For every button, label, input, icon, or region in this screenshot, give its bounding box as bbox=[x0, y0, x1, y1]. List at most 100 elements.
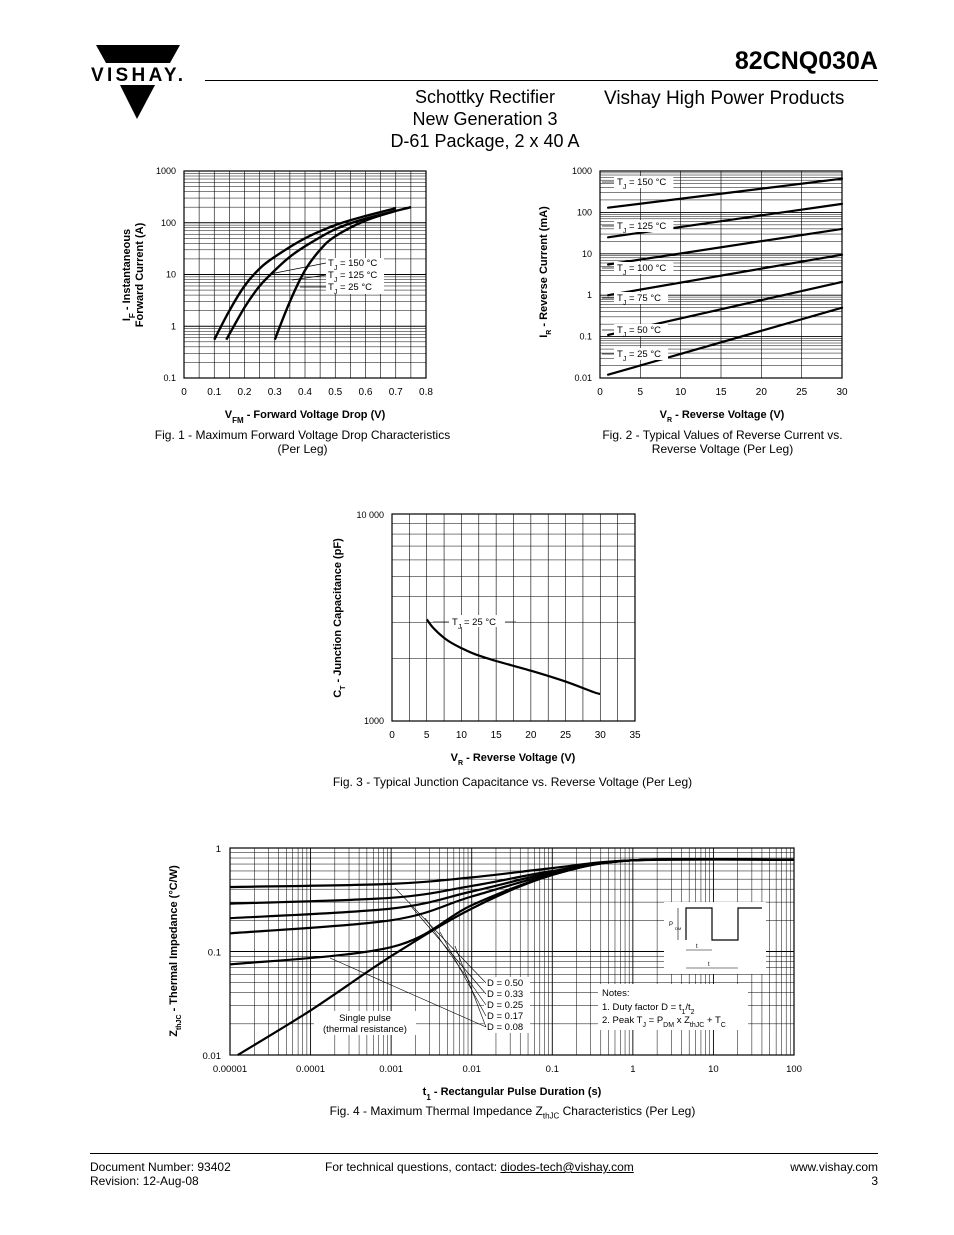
plot-frame bbox=[599, 170, 843, 379]
footer-contact: For technical questions, contact: diodes… bbox=[325, 1160, 634, 1174]
fig4-xlabel: t1 - Rectangular Pulse Duration (s) bbox=[423, 1086, 602, 1102]
fig1-xtick: 0.4 bbox=[298, 387, 312, 398]
fig1-caption-line-1: Fig. 1 - Maximum Forward Voltage Drop Ch… bbox=[154, 428, 451, 442]
fig2-label: TJ = 125 °C bbox=[617, 221, 666, 235]
fig2-label-bg bbox=[614, 348, 668, 360]
fig2-xtick: 5 bbox=[638, 387, 644, 398]
fig2-xlabel: VR - Reverse Voltage (V) bbox=[660, 409, 785, 424]
fig4-xtick: 0.001 bbox=[379, 1064, 403, 1075]
fig4-inset-pdm: P bbox=[669, 922, 673, 928]
vishay-logo: VISHAY. bbox=[90, 45, 185, 121]
fig4-ytick: 0.1 bbox=[208, 948, 221, 959]
fig1-xtick: 0.7 bbox=[389, 387, 403, 398]
fig4-ylabel-group: ZthJC - Thermal Impedance (°C/W) bbox=[168, 865, 183, 1037]
fig1-curve-0 bbox=[213, 207, 397, 341]
fig1-legend-label: TJ = 150 °C bbox=[328, 258, 377, 272]
fig2-ytick: 0.01 bbox=[574, 373, 592, 383]
fig2-ytick: 100 bbox=[577, 207, 592, 217]
fig2-xtick: 0 bbox=[597, 387, 603, 398]
fig4-xtick: 0.0001 bbox=[296, 1064, 325, 1075]
fig4-pulse-waveform bbox=[685, 907, 762, 941]
fig4-caption: Fig. 4 - Maximum Thermal Impedance ZthJC… bbox=[329, 1104, 696, 1121]
fig2-line-3 bbox=[607, 253, 844, 297]
fig2-ytick: 10 bbox=[582, 249, 592, 259]
revision: Revision: 12-Aug-08 bbox=[90, 1174, 199, 1188]
header-rule bbox=[205, 80, 878, 81]
fig4-single-pulse-2: (thermal resistance) bbox=[323, 1024, 407, 1035]
footer-rule bbox=[90, 1153, 878, 1154]
fig4-duty-label: D = 0.50 bbox=[487, 978, 523, 989]
fig2-caption-line-2: Reverse Voltage (Per Leg) bbox=[651, 442, 794, 456]
fig3-xtick: 35 bbox=[629, 730, 641, 741]
fig4-duty-bg bbox=[484, 977, 530, 1033]
fig1-legend-label: TJ = 25 °C bbox=[328, 282, 372, 296]
fig2-xtick: 10 bbox=[675, 387, 687, 398]
fig4-notes-bg bbox=[598, 984, 748, 1030]
fig4-duty-label: D = 0.17 bbox=[487, 1011, 523, 1022]
fig2-xtick: 15 bbox=[715, 387, 727, 398]
fig4-chart: 0.00001 0.0001 0.001 0.01 0.1 1 10 100 0.01 0.1 1 D… bbox=[168, 844, 802, 1102]
footer-right: www.vishay.com 3 bbox=[790, 1160, 878, 1188]
fig4-inset-t1: t bbox=[696, 944, 698, 950]
fig3-caption: Fig. 3 - Typical Junction Capacitance vs… bbox=[332, 775, 693, 789]
fig1-curve-2 bbox=[273, 209, 397, 341]
fig2-caption-line-1: Fig. 2 - Typical Values of Reverse Curre… bbox=[602, 428, 843, 442]
fig4-leader bbox=[454, 945, 487, 1028]
fig1-chart: 0 0.1 0.2 0.3 0.4 0.5 0.6 0.7 0.8 0.1 1 10 100 1000 TJ… bbox=[121, 166, 433, 425]
fig4-curve-0 bbox=[229, 858, 795, 889]
plot-frame bbox=[391, 513, 636, 722]
contact-prefix: For technical questions, contact: bbox=[325, 1160, 501, 1174]
fig2-label: TJ = 150 °C bbox=[617, 177, 666, 191]
fig2-label-bg bbox=[614, 324, 668, 336]
fig3-ytick: 1000 bbox=[364, 716, 384, 726]
fig4-inset-bg bbox=[664, 902, 766, 974]
fig4-xtick: 0.01 bbox=[462, 1064, 481, 1075]
contact-email-link[interactable]: diodes-tech@vishay.com bbox=[500, 1160, 634, 1174]
fig2-label: TJ = 100 °C bbox=[617, 263, 666, 277]
fig4-xtick: 0.1 bbox=[546, 1064, 559, 1075]
subtitle-line-2: New Generation 3 bbox=[412, 109, 558, 129]
fig4-ytick: 0.01 bbox=[203, 1051, 222, 1062]
footer-left: Document Number: 93402 Revision: 12-Aug-… bbox=[90, 1160, 231, 1188]
fig4-leader bbox=[409, 904, 487, 995]
fig2-xtick: 20 bbox=[756, 387, 768, 398]
fig1-ylabel: IF - Instantaneous Forward Current (A) bbox=[121, 222, 146, 327]
fig3-label-bg bbox=[449, 615, 505, 627]
fig4-inset-pdm-sub: DM bbox=[675, 926, 681, 931]
fig4-single-pulse-1: Single pulse bbox=[339, 1013, 391, 1024]
fig3-xtick: 0 bbox=[389, 730, 395, 741]
fig2-ytick: 0.1 bbox=[579, 332, 592, 342]
fig4-leader bbox=[329, 957, 487, 1028]
subtitle-line-3: D-61 Package, 2 x 40 A bbox=[390, 131, 580, 151]
plot-frame bbox=[229, 847, 795, 1056]
fig2-line-2 bbox=[607, 227, 844, 266]
fig1-ylabel-line-2: Forward Current (A) bbox=[134, 222, 146, 327]
fig1-ytick: 100 bbox=[161, 218, 176, 228]
fig1-leader bbox=[291, 274, 327, 281]
fig3-ylabel: CT - Junction Capacitance (pF) bbox=[332, 538, 347, 698]
subtitle-line-1: Schottky Rectifier bbox=[414, 87, 556, 107]
fig2-ytick: 1000 bbox=[572, 166, 592, 176]
fig2-label: TJ = 50 °C bbox=[617, 325, 661, 339]
fig2-label-bg bbox=[614, 262, 674, 274]
fig2-line-0 bbox=[607, 177, 844, 209]
fig3-chart: 0 5 10 15 20 25 30 35 1000 10 000 TJ = 25 °C VR - R… bbox=[332, 510, 641, 767]
fig3-curve bbox=[425, 618, 601, 696]
fig1-caption-line-2: (Per Leg) bbox=[277, 442, 328, 456]
fig2-label: TJ = 25 °C bbox=[617, 349, 661, 363]
fig3-label: TJ = 25 °C bbox=[452, 617, 496, 631]
fig1-xtick: 0.6 bbox=[359, 387, 373, 398]
brand-line: Vishay High Power Products bbox=[604, 88, 845, 109]
doc-number: Document Number: 93402 bbox=[90, 1160, 231, 1174]
fig4-xtick: 0.00001 bbox=[213, 1064, 247, 1075]
fig2-caption: Fig. 2 - Typical Values of Reverse Curre… bbox=[580, 428, 865, 456]
fig2-line-5 bbox=[607, 306, 844, 376]
fig3-xtick: 15 bbox=[491, 730, 503, 741]
fig2-ylabel-group: IR - Reverse Current (mA) bbox=[538, 206, 553, 338]
website-link[interactable]: www.vishay.com bbox=[790, 1160, 878, 1174]
fig1-xtick: 0 bbox=[181, 387, 187, 398]
fig4-ytick: 1 bbox=[216, 844, 221, 855]
fig1-xtick: 0.1 bbox=[207, 387, 221, 398]
fig4-note-1: 1. Duty factor D = t1/t2 bbox=[602, 1002, 695, 1016]
fig4-inset-t2: t bbox=[708, 962, 710, 968]
